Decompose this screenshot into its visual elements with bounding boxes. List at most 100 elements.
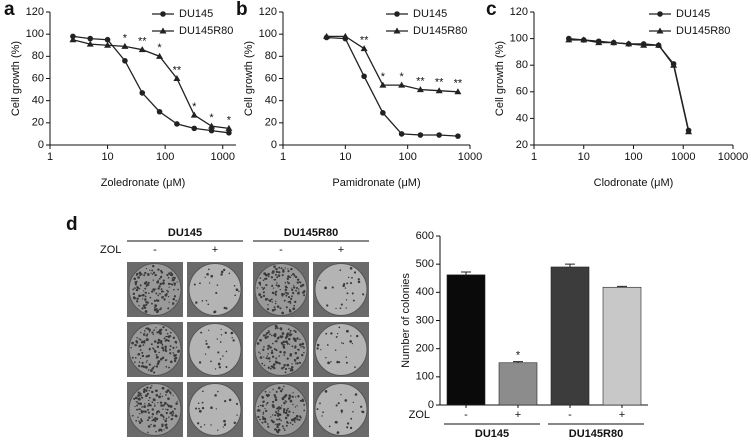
- colony: [299, 416, 302, 419]
- colony: [151, 412, 155, 416]
- colony: [271, 271, 274, 274]
- colony: [208, 268, 210, 271]
- colony: [276, 418, 278, 421]
- significance: *: [381, 71, 386, 83]
- colony: [152, 398, 156, 402]
- colony: [166, 359, 168, 361]
- colony: [262, 413, 265, 415]
- colony: [294, 406, 297, 408]
- colony: [142, 333, 146, 336]
- y-tick-label: 20: [32, 117, 44, 129]
- colony: [357, 280, 361, 284]
- colony: [282, 427, 285, 430]
- colony: [157, 294, 160, 297]
- colony: [217, 363, 221, 366]
- colony: [139, 408, 141, 411]
- colony: [271, 404, 275, 407]
- colony: [138, 364, 141, 368]
- colony: [151, 390, 154, 394]
- colony: [197, 402, 200, 404]
- colony: [265, 284, 268, 287]
- colony: [360, 405, 363, 408]
- colony: [277, 406, 281, 409]
- colony: [284, 267, 286, 269]
- colony: [351, 342, 354, 345]
- colony: [140, 365, 143, 368]
- colony: [169, 352, 172, 355]
- legend-marker: [393, 27, 401, 34]
- category-axis-title: ZOL: [409, 409, 430, 421]
- colony: [349, 266, 353, 270]
- colony: [146, 359, 148, 362]
- significance: **: [360, 34, 369, 46]
- colony: [273, 306, 276, 309]
- series-line: [568, 37, 690, 131]
- colony: [335, 335, 338, 338]
- colony: [344, 399, 348, 402]
- colony: [275, 284, 278, 287]
- colony: [169, 411, 173, 415]
- colony: [161, 425, 164, 428]
- colony: [166, 289, 168, 291]
- colony: [148, 348, 151, 351]
- colony: [335, 307, 337, 310]
- colony: [263, 400, 265, 402]
- colony: [345, 299, 348, 301]
- colony: [160, 429, 163, 432]
- treatment: -: [153, 244, 157, 256]
- colony: [167, 404, 171, 408]
- x-tick-label: 1: [47, 151, 53, 163]
- colony: [148, 416, 151, 420]
- colony: [156, 345, 160, 349]
- colony: [257, 415, 260, 419]
- colony: [147, 408, 149, 411]
- colony: [201, 401, 204, 404]
- colony: [160, 328, 163, 331]
- colony: [235, 402, 239, 406]
- significance: *: [209, 112, 214, 124]
- colony: [169, 331, 172, 334]
- colony: [288, 367, 290, 370]
- colony: [283, 351, 286, 354]
- colony: [146, 333, 149, 336]
- y-tick-label: 0: [38, 139, 44, 151]
- colony: [131, 414, 134, 417]
- colony: [296, 337, 299, 340]
- colony: [273, 347, 276, 350]
- colony: [145, 334, 148, 337]
- significance: **: [435, 77, 444, 89]
- colony: [294, 345, 297, 348]
- colony: [225, 307, 228, 310]
- colony: [143, 306, 147, 309]
- error-bar: [565, 263, 575, 267]
- colony: [223, 423, 226, 427]
- significance: *: [192, 101, 197, 113]
- colony: [259, 338, 262, 342]
- colony: [331, 286, 334, 289]
- y-tick-label: 200: [416, 343, 434, 355]
- colony: [220, 273, 223, 276]
- colony: [293, 284, 295, 287]
- significance: **: [454, 78, 463, 90]
- colony: [286, 292, 289, 294]
- colony: [145, 267, 147, 270]
- colony: [269, 346, 272, 349]
- colony: [155, 430, 157, 433]
- colony: [284, 371, 287, 374]
- colony: [144, 329, 146, 332]
- colony: [158, 351, 160, 354]
- colony: [148, 284, 150, 286]
- colony: [155, 365, 159, 368]
- colony: [281, 332, 285, 335]
- colony: [303, 404, 306, 406]
- colony-plate: [188, 383, 242, 436]
- data-point: [670, 61, 678, 68]
- colony: [164, 419, 167, 423]
- colony: [167, 397, 170, 400]
- colony: [159, 401, 163, 404]
- data-point: [455, 133, 461, 139]
- colony: [152, 279, 154, 281]
- colony: [256, 342, 260, 345]
- colony: [236, 414, 238, 416]
- colony: [159, 357, 163, 361]
